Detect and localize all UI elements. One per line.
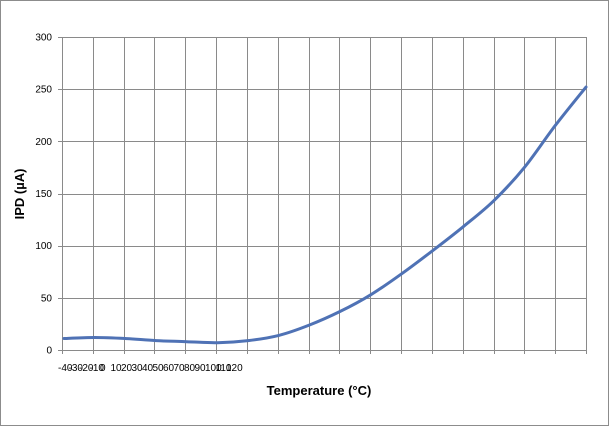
x-tick-label: 0 [100,363,106,374]
x-tick-label: -10 [90,363,105,374]
x-tick-label: 110 [216,363,232,374]
y-tick-label: 0 [46,346,52,357]
x-tick-label: 120 [226,363,243,374]
x-tick-label: 100 [205,363,222,374]
x-tick-label: 90 [195,363,207,374]
x-tick-label: 80 [184,363,196,374]
x-tick-label: 50 [153,363,165,374]
y-tick-label: 150 [35,189,52,200]
x-tick-label: -30 [69,363,84,374]
x-tick-label: 40 [142,363,154,374]
y-axis-title-unit: (µA) [12,169,27,198]
y-tick-label: 50 [41,293,53,304]
y-tick-label: 300 [35,33,52,44]
y-axis-title: IPD (µA) [12,169,27,220]
x-tick-label: 60 [163,363,175,374]
x-tick-label: 20 [121,363,133,374]
series-line [62,85,588,345]
x-tick-label: 10 [111,363,123,374]
x-tick-label: -20 [79,363,94,374]
x-tick-label: 70 [174,363,186,374]
plot-area [62,37,586,350]
y-tick-label: 200 [35,137,52,148]
x-axis-title: Temperature (°C) [267,383,372,398]
x-tick-label: -40 [58,363,73,374]
y-tick-label: 250 [35,85,52,96]
y-tick-labels: 0 50 100 150 200 250 300 [35,33,52,357]
x-tick-label: 30 [132,363,144,374]
y-tick-label: 100 [35,241,52,252]
y-axis-title-main: IPD [12,198,27,220]
